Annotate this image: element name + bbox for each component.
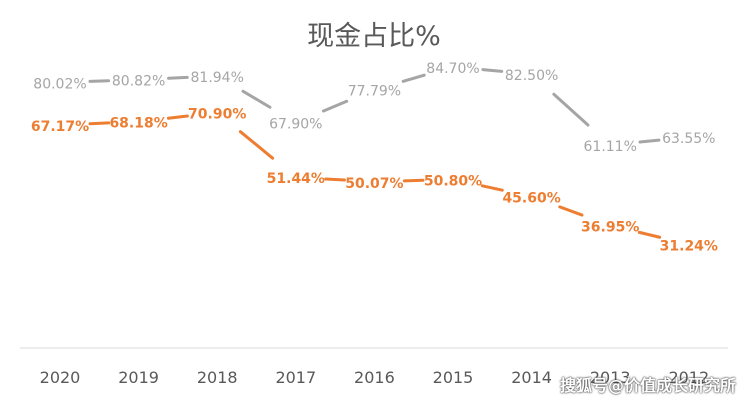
series-1-data-label: 67.90% bbox=[269, 117, 322, 133]
series-1-segment bbox=[552, 92, 590, 127]
series-2-segment bbox=[402, 178, 425, 183]
series-2-data-label: 70.90% bbox=[188, 107, 246, 123]
series-2-segment bbox=[238, 130, 275, 160]
series-1-data-label: 80.02% bbox=[33, 76, 86, 92]
series-2-data-label: 51.44% bbox=[267, 171, 325, 187]
series-1-data-label: 61.11% bbox=[584, 139, 637, 155]
series-1-data-label: 82.50% bbox=[505, 68, 558, 84]
x-tick-label: 2019 bbox=[118, 368, 159, 387]
series-1-segment bbox=[88, 79, 111, 83]
x-tick-label: 2017 bbox=[275, 368, 316, 387]
series-1-segment bbox=[401, 73, 426, 83]
series-1-data-label: 81.94% bbox=[191, 70, 244, 86]
x-tick-label: 2020 bbox=[40, 368, 81, 387]
series-1-segment bbox=[241, 89, 272, 109]
series-1-segment bbox=[321, 99, 349, 113]
series-1-data-label: 63.55% bbox=[662, 131, 715, 147]
x-tick-label: 2013 bbox=[590, 368, 631, 387]
series-2-data-label: 45.60% bbox=[502, 191, 560, 207]
series-2-data-label: 31.24% bbox=[660, 238, 718, 254]
series-1-data-label: 80.82% bbox=[112, 74, 165, 90]
series-1-data-label: 77.79% bbox=[348, 84, 401, 100]
x-tick-label: 2016 bbox=[354, 368, 395, 387]
watermark-text: 搜狐号@价值成长研究所 bbox=[559, 376, 736, 395]
series-2-data-label: 68.18% bbox=[109, 116, 167, 132]
series-1-data-label: 84.70% bbox=[426, 61, 479, 77]
series-2-segment bbox=[324, 177, 346, 182]
series-2-segment bbox=[480, 184, 504, 192]
series-2-segment bbox=[88, 121, 111, 126]
series-2-data-label: 50.07% bbox=[345, 176, 403, 192]
series-2-segment bbox=[166, 114, 189, 120]
series-2-data-label: 67.17% bbox=[31, 119, 89, 135]
series-1-segment bbox=[638, 138, 661, 144]
x-tick-label: 2018 bbox=[197, 368, 238, 387]
series-1-segment bbox=[167, 75, 189, 80]
x-tick-label: 2012 bbox=[668, 368, 709, 387]
series-2-segment bbox=[558, 205, 584, 217]
x-tick-label: 2014 bbox=[511, 368, 552, 387]
series-2-data-label: 36.95% bbox=[581, 219, 639, 235]
x-tick-label: 2015 bbox=[433, 368, 474, 387]
series-2-data-label: 50.80% bbox=[424, 173, 482, 189]
series-2-segment bbox=[637, 230, 662, 239]
series-1-segment bbox=[481, 68, 504, 73]
chart-title: 现金占比% bbox=[307, 21, 441, 52]
